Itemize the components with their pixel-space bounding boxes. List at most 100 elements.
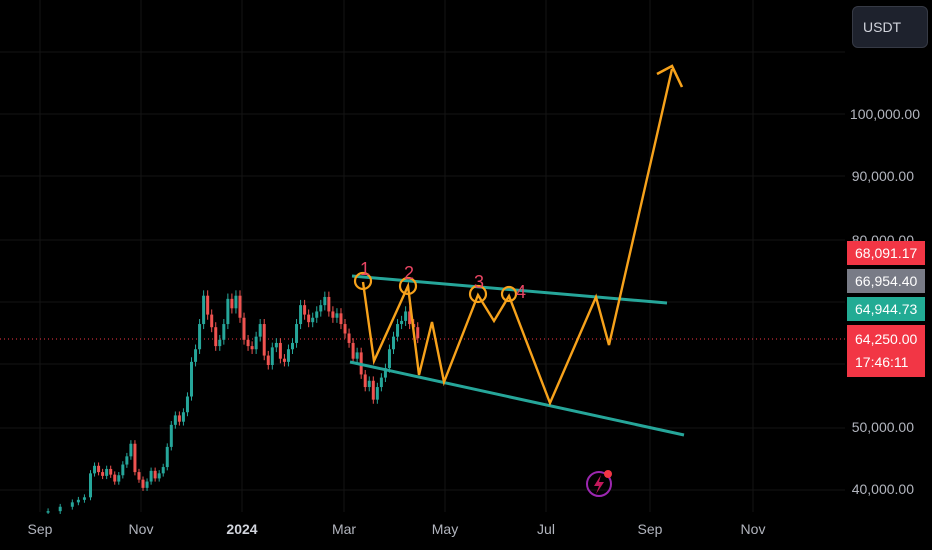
candle-body [262,324,266,356]
countdown-timer: 17:46:11 [855,354,909,370]
pattern-label-2: 2 [404,263,414,283]
candle-body [58,506,62,512]
candle-body [70,502,74,507]
candle-body [327,296,331,312]
candle-body [194,349,198,362]
candle-body [137,472,141,480]
candle-body [396,324,400,337]
candle-body [242,317,246,340]
candle-body [400,320,404,325]
x-tick-sep-2: Sep [638,521,663,537]
x-tick-nov-2: Nov [741,521,766,537]
candle-body [181,412,185,422]
candle-body [270,347,274,365]
candle-body [282,358,286,362]
candle-body [214,327,218,347]
candle-body [113,474,117,482]
arrowhead [656,64,684,88]
candle-body [363,374,367,388]
candle-body [238,295,242,318]
candle-body [303,305,307,315]
channel-lower-line[interactable] [349,360,685,437]
x-tick-mar: Mar [332,521,356,537]
candle-body [230,298,234,309]
channel-upper-line[interactable] [351,274,668,305]
candle-body [319,305,323,312]
candle-body [173,415,177,425]
candle-body [169,424,173,447]
candle-body [286,349,290,362]
candle-body [161,467,165,474]
candle-body [226,298,230,325]
candle-body [165,446,169,468]
price-tag-last: 64,250.00 17:46:11 [847,325,925,377]
candle-body [198,324,202,350]
candle-body [129,443,133,457]
candle-body [206,295,210,315]
candle-body [89,473,92,498]
candle-body [278,342,282,359]
candle-body [76,499,80,503]
candle-body [404,311,408,321]
candle-body [408,311,412,325]
candle-body [339,313,343,325]
candle-body [141,479,145,488]
candle-body [347,333,351,343]
candle-body [323,296,327,306]
candle-body [222,324,226,340]
candle-body [335,313,339,318]
peak-circle-1 [353,271,373,291]
candle-body [202,295,206,325]
candle-body [387,349,391,369]
pattern-zigzag[interactable] [361,68,674,407]
candle-body [153,470,157,479]
x-tick-2024: 2024 [226,521,257,537]
candle-body [375,387,379,400]
price-tag-mid: 66,954.40 [847,269,925,293]
candle-body [291,342,294,350]
candle-body [355,352,359,359]
candle-body [274,342,278,348]
candle-body [93,465,97,474]
candle-body [307,314,311,323]
candle-body [250,346,254,350]
candle-body [105,468,109,476]
candle-body [383,368,387,378]
candle-body [258,324,262,337]
candle-body [133,443,137,473]
candle-body [351,342,355,359]
last-price: 64,250.00 [855,331,918,347]
x-tick-nov-1: Nov [129,521,154,537]
candle-body [367,380,371,388]
x-tick-may: May [432,521,458,537]
price-tag-low: 64,944.73 [847,297,925,321]
candle-body [254,336,258,350]
y-tick-50000: 50,000.00 [852,419,914,435]
candle-body [392,336,395,350]
peak-circle-3 [468,284,488,304]
candle-body [311,317,315,323]
candle-body [46,511,50,513]
price-tag-high: 68,091.17 [847,241,925,265]
lightning-bolt-icon[interactable] [586,470,612,497]
y-tick-90000: 90,000.00 [852,168,914,184]
candle-body [97,465,101,473]
x-tick-sep-1: Sep [28,521,53,537]
candle-body [177,415,181,422]
candle-body [149,470,153,482]
candle-body [190,361,193,397]
candle-body [416,327,420,339]
grid [0,0,845,512]
candle-body [266,355,270,365]
candles [46,290,420,514]
x-tick-jul: Jul [537,521,555,537]
candle-body [157,473,161,479]
pattern-label-4: 4 [516,282,526,302]
candle-body [331,311,335,318]
peak-circle-2 [398,276,418,296]
currency-button[interactable]: USDT [852,6,928,48]
y-tick-40000: 40,000.00 [852,481,914,497]
candle-body [343,324,347,334]
candle-body [218,339,222,347]
